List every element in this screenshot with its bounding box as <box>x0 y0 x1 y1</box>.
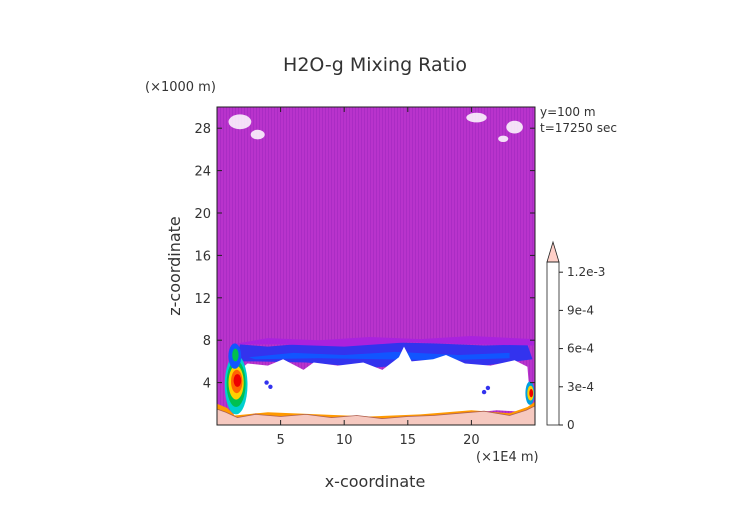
moist-spot <box>481 389 487 395</box>
x-unit-label: (×1E4 m) <box>476 450 539 465</box>
y-tick-label: 4 <box>203 377 211 392</box>
moist-band-fringe <box>232 336 534 347</box>
plot-frame <box>216 106 536 426</box>
y-tick-label: 12 <box>194 292 211 307</box>
colorbar: 0 3e-4 6e-4 9e-4 1.2e-3 <box>546 240 605 432</box>
y-tick-label: 8 <box>203 334 211 349</box>
plot-area <box>216 106 536 426</box>
y-tick-label: 20 <box>194 207 211 222</box>
chart-title: H2O-g Mixing Ratio <box>283 54 467 76</box>
annotation-t: t=17250 sec <box>540 121 617 135</box>
surface-layer-ground <box>217 405 535 425</box>
y-axis-ticks: 4 8 12 16 20 24 28 <box>194 122 535 392</box>
moist-spot <box>485 385 491 391</box>
plume-right <box>529 389 534 398</box>
y-tick-label: 28 <box>194 122 211 137</box>
colorbar-tick-label: 3e-4 <box>567 380 594 394</box>
moist-spot <box>264 380 269 385</box>
x-tick-label: 15 <box>400 433 417 448</box>
annotation-y: y=100 m <box>540 105 596 119</box>
colorbar-tick-label: 6e-4 <box>567 342 594 356</box>
dry-patch-top <box>228 114 252 130</box>
y-tick-label: 16 <box>194 249 211 264</box>
dry-patch-top <box>498 135 509 142</box>
colorbar-tick-label: 9e-4 <box>567 303 594 317</box>
colorbar-tick-label: 1.2e-3 <box>567 265 605 279</box>
y-tick-label: 24 <box>194 165 211 180</box>
y-axis-label: z-coordinate <box>165 216 184 316</box>
plume-left-upper-core <box>232 348 239 362</box>
dry-patch-top <box>466 112 487 123</box>
contour-fields <box>216 112 536 425</box>
x-tick-label: 5 <box>276 433 284 448</box>
plume-left <box>233 374 242 387</box>
surface-outline <box>216 405 536 420</box>
dry-patch-top <box>250 129 265 140</box>
x-axis-ticks: 5 10 15 20 <box>276 107 480 448</box>
x-tick-label: 20 <box>463 433 480 448</box>
y-unit-label: (×1000 m) <box>145 80 216 95</box>
dry-core-region <box>233 346 532 419</box>
colorbar-frame <box>546 261 560 426</box>
colorbar-extend-arrow <box>546 240 560 263</box>
x-tick-label: 10 <box>336 433 353 448</box>
dry-patch-top <box>506 120 523 134</box>
x-axis-label: x-coordinate <box>325 472 426 491</box>
moist-spot <box>268 384 273 389</box>
colorbar-tick-label: 0 <box>567 418 575 432</box>
